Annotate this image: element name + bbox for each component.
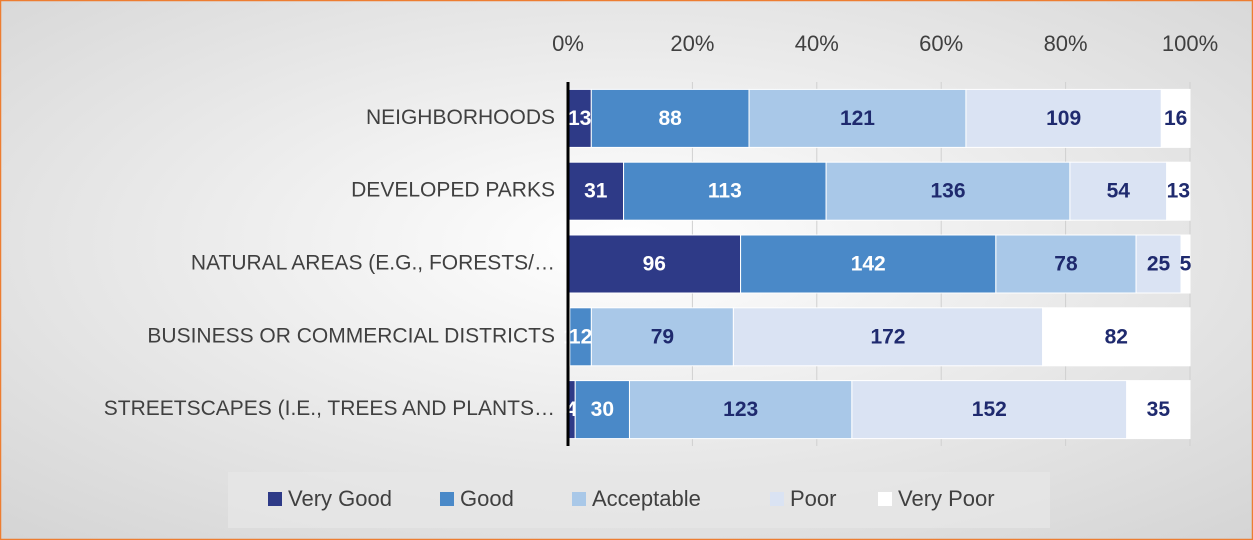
value-label: 78	[1054, 253, 1078, 276]
legend-box	[228, 472, 1050, 528]
bar-segment	[567, 161, 625, 221]
x-tick-label: 60%	[919, 31, 963, 56]
bar-segment	[851, 380, 1128, 440]
value-label: 25	[1147, 253, 1171, 276]
legend-label: Very Poor	[898, 486, 995, 511]
bar-segment	[1126, 380, 1191, 440]
bar-segment	[628, 380, 853, 440]
category-label: NATURAL AREAS (E.G., FORESTS/…	[191, 252, 555, 275]
value-label: 121	[840, 107, 875, 130]
value-label: 109	[1046, 107, 1081, 130]
value-label: 31	[584, 180, 608, 203]
legend-label: Poor	[790, 486, 836, 511]
bar-segment	[1160, 88, 1191, 148]
value-label: 35	[1147, 398, 1171, 421]
bar-segment	[1069, 161, 1168, 221]
legend-label: Acceptable	[592, 486, 701, 511]
legend-swatch	[572, 492, 586, 506]
value-label: 13	[1167, 180, 1190, 203]
x-tick-label: 100%	[1162, 31, 1218, 56]
legend-swatch	[268, 492, 282, 506]
bar-segment	[1135, 234, 1182, 294]
value-label: 142	[851, 253, 886, 276]
legend-label: Good	[460, 486, 514, 511]
value-label: 12	[569, 325, 592, 348]
x-tick-label: 20%	[670, 31, 714, 56]
value-label: 30	[591, 398, 614, 421]
x-tick-label: 80%	[1044, 31, 1088, 56]
category-label: NEIGHBORHOODS	[366, 106, 555, 129]
value-label: 113	[708, 180, 742, 203]
value-label: 152	[972, 398, 1007, 421]
bar-segment	[1166, 161, 1191, 221]
bar-segment	[1180, 234, 1191, 294]
bar-segment	[590, 88, 750, 148]
bar-segment	[590, 307, 734, 367]
value-label: 13	[568, 107, 591, 130]
legend-swatch	[770, 492, 784, 506]
value-label: 79	[651, 325, 674, 348]
bar-segment	[748, 88, 967, 148]
value-label: 136	[930, 180, 965, 203]
bar-segment	[995, 234, 1137, 294]
bar-segment	[623, 161, 827, 221]
bar-segment	[1042, 307, 1191, 367]
category-label: STREETSCAPES (I.E., TREES AND PLANTS…	[104, 397, 555, 420]
value-label: 54	[1107, 180, 1131, 203]
category-label: BUSINESS OR COMMERCIAL DISTRICTS	[147, 324, 555, 347]
value-label: 172	[870, 325, 905, 348]
bar-segment	[965, 88, 1162, 148]
x-tick-label: 0%	[552, 31, 584, 56]
value-label: 88	[658, 107, 682, 130]
value-label: 16	[1164, 107, 1187, 130]
value-label: 96	[643, 253, 666, 276]
category-label: DEVELOPED PARKS	[351, 179, 555, 202]
value-label: 123	[723, 398, 758, 421]
bar-segment	[740, 234, 997, 294]
value-label: 82	[1105, 325, 1128, 348]
legend-label: Very Good	[288, 486, 392, 511]
legend-swatch	[878, 492, 892, 506]
legend-swatch	[440, 492, 454, 506]
x-tick-label: 40%	[795, 31, 839, 56]
bar-segment	[732, 307, 1044, 367]
value-label: 5	[1180, 253, 1192, 276]
